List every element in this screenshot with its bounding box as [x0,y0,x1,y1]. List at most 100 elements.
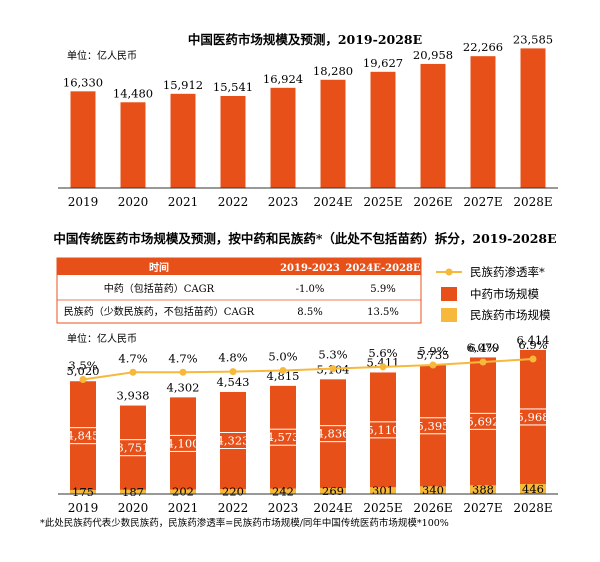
chart2-tcm-label-2025E: 5,110 [367,423,400,437]
chart2-tick-2028E: 2028E [513,501,552,515]
chart2-tcm-label-box-2021 [165,434,201,452]
chart2-bar-tcm-2024E [320,379,346,488]
cagr-row1-v2: 5.9% [370,284,395,295]
chart1-tick-2020: 2020 [118,195,149,209]
chart1-tick-2025E: 2025E [363,195,402,209]
chart2-tcm-label-box-2027E [465,412,501,430]
chart1-value-label-2026E: 20,958 [413,48,453,62]
chart1-unit-label: 单位：亿人民币 [67,49,137,62]
chart2-tcm-label-box-2019 [65,427,101,445]
chart1-bar-2022 [220,95,246,188]
chart2-tcm-label-box-2024E [315,425,351,443]
chart1-value-label-2021: 15,912 [163,78,203,92]
cagr-row1-v1: -1.0% [296,284,325,295]
chart2-ethnic-label-2025E: 301 [372,484,394,498]
chart2-tcm-label-2020: 3,751 [117,441,150,455]
chart1-tick-2021: 2021 [168,195,199,209]
cagr-table: 时间 2019-2023 2024E-2028E 中药（包括苗药）CAGR -1… [56,257,422,324]
chart2-tcm-label-2022: 4,323 [217,434,250,448]
chart2-line-label-2019: 3.5% [68,359,97,373]
legend-label-tcm: 中药市场规模 [470,287,539,301]
chart2-tcm-label-box-2025E [365,421,401,439]
chart2-bar-ethnic-2021 [170,489,196,494]
chart2-bar-tcm-2019 [70,381,96,491]
chart2-line-point-2022 [229,368,237,376]
chart1-title: 中国医药市场规模及预测，2019-2028E [188,32,422,47]
chart1-bar-2025E [370,71,396,188]
cagr-header-2024-2028: 2024E-2028E [345,263,421,274]
chart2-tick-2023: 2023 [268,501,299,515]
chart1-tick-2027E: 2027E [463,195,502,209]
chart2-bar-tcm-2027E [470,357,496,486]
chart2-line-point-2023 [279,366,287,374]
chart2-total-label-2026E: 5,735 [417,348,450,362]
chart2-bar-ethnic-2020 [120,489,146,494]
chart1-value-label-2028E: 23,585 [513,32,553,46]
chart2-tcm-label-box-2020 [115,439,151,457]
chart2-tick-2024E: 2024E [313,501,352,515]
chart2-bar-tcm-2026E [420,365,446,487]
cagr-row2-v2: 13.5% [367,307,399,318]
chart2-total-label-2028E: 6,414 [517,333,550,347]
chart2-ethnic-label-2021: 202 [172,485,194,499]
chart2-total-label-2022: 4,543 [217,375,250,389]
chart2-bar-tcm-2021 [170,397,196,490]
chart2-total-label-2020: 3,938 [117,389,150,403]
chart2-bar-ethnic-2019 [70,490,96,494]
chart2-line-label-2022: 4.8% [218,351,247,365]
chart2-line-point-2027E [479,358,487,366]
chart2-tick-2027E: 2027E [463,501,502,515]
chart2-title: 中国传统医药市场规模及预测，按中药和民族药*（此处不包括苗药）拆分，2019-2… [53,231,556,246]
chart2-bars: 4,845 175 5,020 3,751 187 3,938 4,100 202 4,302 4… [65,333,551,499]
chart2-total-label-2019: 5,020 [67,364,100,378]
chart2-total-label-2023: 4,815 [267,369,300,383]
chart2-tcm-label-2021: 4,100 [167,436,200,450]
chart2-tick-2026E: 2026E [413,501,452,515]
chart2-tick-2019: 2019 [68,501,99,515]
legend-swatch-tcm [441,287,457,301]
chart1-value-label-2023: 16,924 [263,72,303,86]
chart2-tcm-label-box-2023 [265,428,301,446]
chart2-line-label-2028E: 6.9% [518,338,547,352]
chart2-bar-ethnic-2025E [370,487,396,494]
chart2-total-label-2021: 4,302 [167,380,200,394]
chart2-total-label-2027E: 6,079 [467,340,500,354]
chart1-value-label-2027E: 22,266 [463,40,503,54]
chart1-tick-2019: 2019 [68,195,99,209]
legend-swatch-ethnic [441,308,457,322]
chart1-value-label-2019: 16,330 [63,75,103,89]
chart2-line-label-2027E: 6.4% [468,341,497,355]
chart2-tcm-label-2024E: 4,836 [317,427,350,441]
chart2-bar-tcm-2020 [120,405,146,490]
chart1-bar-2019 [70,91,96,188]
chart2-line-label-2020: 4.7% [118,351,147,365]
chart2-penetration-line: 3.5% 4.7% 4.7% 4.8% 5.0% 5.3% 5.6% 5.9% 6.4% 6.9% [68,338,548,383]
chart2-bar-ethnic-2023 [270,488,296,494]
chart2-line-path [82,357,534,381]
chart2-bar-tcm-2025E [370,372,396,488]
chart1-bar-2020 [120,102,146,188]
chart2-line-label-2024E: 5.3% [318,348,347,362]
chart1-value-label-2025E: 19,627 [363,56,403,70]
chart2-legend: 民族药渗透率* 中药市场规模 民族药市场规模 [436,265,551,322]
chart2-bar-ethnic-2027E [470,485,496,494]
chart2-tcm-label-2028E: 5,968 [517,410,550,424]
cagr-header-2019-2023: 2019-2023 [280,263,340,274]
chart2-tcm-label-2027E: 5,692 [467,414,500,428]
chart2-ethnic-label-2020: 187 [122,485,144,499]
chart2-bar-ethnic-2024E [320,487,346,494]
cagr-row2-label: 民族药（少数民族药，不包括苗药）CAGR [64,305,255,318]
cagr-border [56,257,422,324]
chart2-bar-tcm-2023 [270,385,296,489]
chart2-tick-2021: 2021 [168,501,199,515]
chart2-ethnic-label-2027E: 388 [472,483,494,497]
chart2-tcm-label-box-2026E [415,417,451,435]
chart2-ticks: 2019 2020 2021 2022 2023 2024E 2025E 2026E 2027E… [68,501,553,515]
chart2-line-label-2023: 5.0% [268,349,297,363]
chart1-value-label-2024E: 18,280 [313,64,353,78]
chart1-tick-2022: 2022 [218,195,249,209]
chart1-value-label-2022: 15,541 [213,80,253,94]
chart1-bar-2027E [470,56,496,189]
chart2-line-point-2019 [79,376,87,383]
